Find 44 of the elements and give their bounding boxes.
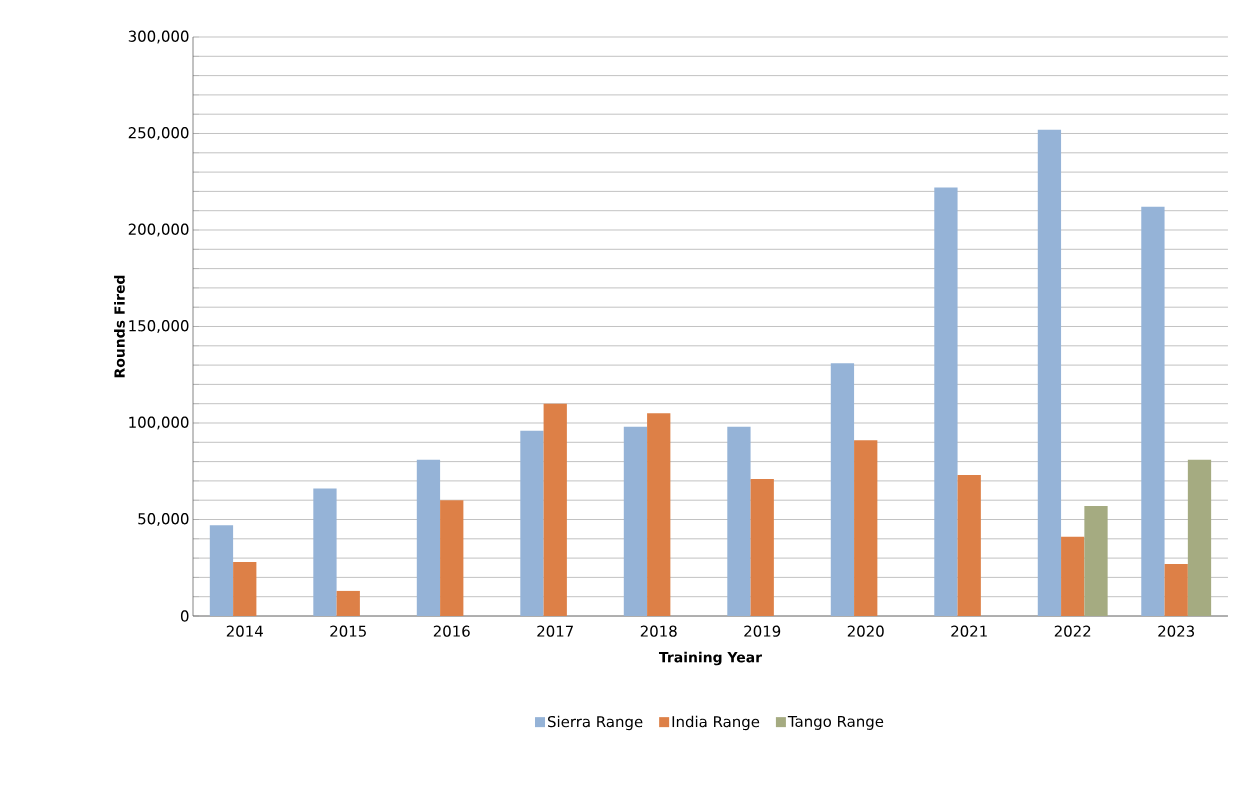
- y-tick-label: 150,000: [129, 320, 189, 333]
- bar: [750, 478, 774, 616]
- bar: [520, 430, 544, 616]
- bar: [957, 475, 981, 616]
- y-tick-label: 100,000: [129, 416, 189, 430]
- bar: [313, 488, 337, 616]
- bar: [934, 187, 958, 616]
- x-tick-label: 2015: [330, 625, 366, 637]
- x-tick-label: 2021: [951, 625, 987, 637]
- x-tick-label: 2023: [1158, 625, 1195, 637]
- y-axis-title: Rounds Fired: [114, 275, 125, 378]
- x-tick-label: 2018: [640, 625, 677, 637]
- bar: [336, 590, 360, 616]
- bar: [623, 426, 648, 616]
- bar: [830, 363, 855, 616]
- bar: [854, 440, 878, 616]
- legend-label: Tango Range: [787, 715, 884, 730]
- bar: [1084, 505, 1108, 616]
- x-tick-label: 2020: [847, 625, 884, 637]
- bar: [543, 403, 567, 616]
- bar: [416, 459, 441, 616]
- x-tick-label: 2014: [226, 625, 263, 637]
- y-tick-label: 250,000: [128, 127, 189, 140]
- x-tick-label: 2019: [744, 625, 781, 637]
- bar: [209, 525, 234, 616]
- bar: [727, 426, 751, 616]
- x-tick-label: 2022: [1054, 625, 1091, 637]
- bar: [1037, 129, 1062, 616]
- bar: [1187, 459, 1212, 616]
- bar: [233, 561, 257, 616]
- bar: [1141, 206, 1165, 616]
- bar: [1061, 536, 1085, 616]
- bar: [1164, 563, 1188, 616]
- legend-label: Sierra Range: [548, 715, 643, 731]
- y-tick-label: 50,000: [138, 513, 189, 526]
- x-axis-title: Training Year: [658, 651, 763, 666]
- bar: [440, 500, 464, 616]
- y-tick-label: 200,000: [128, 223, 189, 237]
- y-tick-label: 300,000: [128, 30, 189, 44]
- legend-label: India Range: [672, 715, 760, 731]
- x-tick-label: 2016: [433, 625, 470, 637]
- x-tick-label: 2017: [537, 625, 573, 637]
- y-tick-label: 0: [180, 610, 189, 622]
- bar: [647, 413, 671, 616]
